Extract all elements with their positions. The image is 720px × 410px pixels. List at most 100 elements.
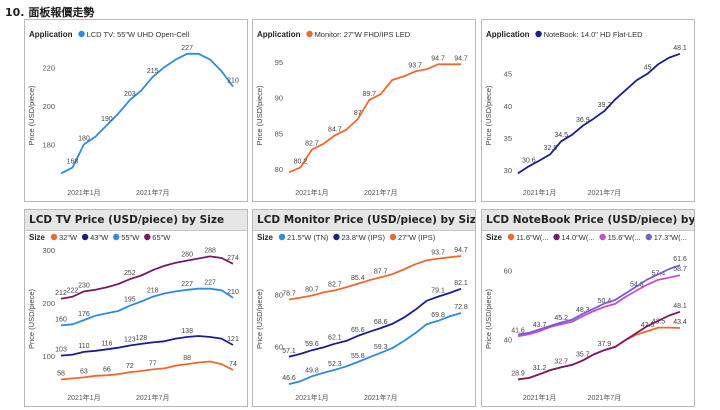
data-label: 59.6 (305, 341, 319, 348)
series-line (60, 287, 234, 327)
data-label: 121 (227, 336, 239, 343)
y-tick-label: 300 (42, 246, 55, 255)
y-tick-label: 200 (42, 102, 55, 111)
data-label: 160 (55, 316, 67, 323)
data-label: 85.4 (351, 275, 365, 282)
notebook-size-panel: LCD NoteBook Price (USD/piece) by Size S… (481, 209, 695, 407)
legend-entry: 32"W (59, 233, 78, 242)
data-label: 77 (149, 360, 157, 367)
y-axis-label: Price (USD/piece) (484, 288, 493, 349)
chart-svg: Application NoteBook: 14.0" HD Flat-LED Pr… (484, 30, 687, 197)
data-label: 66 (103, 366, 111, 373)
y-tick-label: 100 (42, 352, 55, 361)
x-tick-label: 2021年7月 (588, 188, 621, 197)
data-label: 116 (101, 340, 112, 347)
y-tick-label: 60 (504, 267, 512, 276)
x-tick-label: 2021年1月 (67, 188, 100, 197)
data-label: 72.8 (454, 304, 468, 311)
y-axis-label: Price (USD/piece) (484, 85, 493, 146)
legend-marker (306, 30, 313, 38)
legend-marker (599, 233, 606, 241)
data-label: 252 (124, 270, 136, 277)
legend-title: Application (257, 30, 301, 39)
data-label: 52.3 (328, 361, 342, 368)
data-label: 94.7 (454, 247, 468, 254)
series-line (517, 264, 681, 336)
data-label: 176 (78, 311, 90, 318)
chart-svg: Size 11.6"W(... 14.0"W(... 15.6"W(... 17.3"W… (484, 233, 687, 402)
data-label: 39.2 (598, 102, 612, 109)
data-label: 32.5 (544, 145, 558, 152)
series-line (517, 310, 681, 381)
data-label: 63 (80, 368, 88, 375)
monitor-size-panel: LCD Monitor Price (USD/piece) by Size Si… (252, 209, 476, 407)
data-label: 87.7 (374, 268, 388, 275)
notebook-size-title: LCD NoteBook Price (USD/piece) by Size (482, 210, 694, 231)
legend-marker (144, 233, 151, 241)
series-line (288, 63, 461, 174)
legend-entry: 17.3"W(... (654, 233, 687, 242)
data-label: 48.3 (576, 307, 590, 314)
data-label: 32.7 (554, 358, 568, 365)
y-axis-label: Price (USD/piece) (27, 288, 36, 349)
y-tick-label: 80 (275, 165, 283, 174)
data-label: 48.1 (673, 303, 687, 310)
y-axis-label: Price (USD/piece) (255, 85, 264, 146)
data-label: 41.6 (511, 327, 525, 334)
y-tick-label: 35 (504, 134, 512, 143)
legend-entry: 43"W (90, 233, 109, 242)
data-label: 230 (78, 282, 90, 289)
y-tick-label: 200 (42, 299, 55, 308)
data-label: 82.1 (454, 280, 468, 287)
legend-entry: 15.6"W(... (608, 233, 641, 242)
data-label: 82.7 (328, 281, 342, 288)
data-label: 43.5 (652, 319, 666, 326)
chart-svg: Size 21.5"W (TN) 23.8"W (IPS) 27"W (IPS) Pri… (255, 233, 468, 402)
data-label: 43.4 (673, 319, 687, 326)
legend-entry: 55"W (121, 233, 140, 242)
data-label: 123 (124, 337, 136, 344)
data-label: 203 (124, 91, 136, 98)
data-label: 74 (229, 361, 237, 368)
data-label: 168 (67, 159, 79, 166)
data-label: 195 (124, 297, 136, 304)
data-label: 110 (78, 343, 89, 350)
data-label: 61.6 (673, 256, 687, 263)
data-label: 288 (204, 247, 216, 254)
series-line (60, 360, 234, 381)
data-label: 59.3 (374, 344, 388, 351)
tv-price-panel: Application LCD TV: 55"W UHD Open-Cell Pri… (24, 19, 248, 202)
legend-title: Application (29, 30, 73, 39)
legend-marker (645, 233, 652, 241)
page-title: 10. 面板報價走勢 (5, 6, 95, 19)
data-label: 80.2 (294, 158, 308, 165)
y-tick-label: 60 (275, 342, 283, 351)
series-line (288, 312, 462, 385)
x-tick-label: 2021年7月 (364, 393, 397, 402)
data-label: 31.2 (533, 365, 547, 372)
data-label: 57.1 (282, 348, 296, 355)
data-label: 180 (78, 135, 90, 142)
data-label: 58.7 (673, 266, 687, 273)
legend-marker (50, 233, 58, 241)
legend-title: Size (486, 233, 503, 242)
data-label: 35.7 (576, 351, 590, 358)
data-label: 36.9 (576, 117, 590, 124)
data-label: 62.1 (328, 335, 342, 342)
data-label: 218 (147, 288, 159, 295)
data-label: 89.7 (362, 91, 376, 98)
series-line (60, 52, 234, 175)
data-label: 222 (67, 288, 79, 295)
x-tick-label: 2021年1月 (295, 188, 328, 197)
data-label: 65.6 (351, 327, 365, 334)
data-label: 69.8 (431, 312, 445, 319)
legend-title: Size (257, 233, 274, 242)
legend-marker (113, 233, 120, 241)
y-tick-label: 220 (42, 63, 55, 72)
data-label: 212 (55, 290, 67, 297)
data-label: 78.7 (282, 290, 296, 297)
data-label: 30.6 (522, 157, 536, 164)
tv-size-panel: LCD TV Price (USD/piece) by Size Size 32"… (24, 209, 248, 407)
legend-title: Size (29, 233, 46, 242)
y-tick-label: 80 (275, 290, 283, 299)
